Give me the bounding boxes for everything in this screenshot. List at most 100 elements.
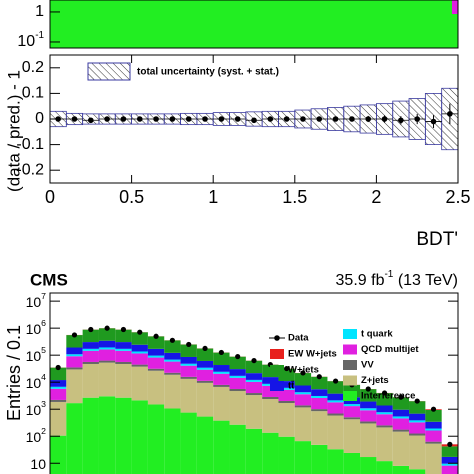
histogram-bar	[196, 382, 214, 417]
histogram-bar	[147, 348, 165, 356]
experiment-label: CMS	[30, 270, 68, 289]
histogram-bar	[327, 415, 344, 450]
data-point	[316, 374, 322, 380]
histogram-bar	[180, 363, 197, 366]
histogram-bar	[50, 399, 67, 402]
histogram-bar	[376, 414, 393, 426]
data-point	[218, 116, 225, 122]
histogram-bar	[164, 374, 181, 409]
histogram-bar	[131, 332, 148, 345]
data-point	[333, 378, 339, 384]
histogram-bar	[147, 368, 165, 371]
histogram-bar	[425, 443, 442, 474]
histogram-bar	[196, 380, 214, 383]
histogram-bar	[409, 435, 426, 470]
histogram-bar	[278, 400, 295, 404]
histogram-bar	[425, 409, 442, 422]
histogram-bar	[311, 411, 328, 445]
data-point	[381, 390, 388, 396]
histogram-bar	[213, 420, 230, 474]
histogram-bar	[82, 350, 99, 362]
histogram-bar	[294, 405, 312, 408]
legend-label: t quark	[361, 329, 393, 340]
histogram-bar	[441, 446, 458, 457]
histogram-bar	[164, 372, 181, 375]
data-point	[267, 116, 274, 122]
tick-exponent: -1	[35, 29, 44, 40]
histogram-bar	[245, 381, 263, 394]
histogram-bar	[343, 452, 361, 474]
histogram-bar	[311, 409, 328, 412]
y-tick-label: 0.1	[22, 85, 44, 102]
stack-fill	[452, 0, 458, 14]
y-tick-label: 10	[30, 456, 46, 472]
x-axis-title: BDT'	[416, 229, 458, 250]
histogram-bar	[115, 342, 132, 349]
histogram-bar	[66, 369, 83, 404]
histogram-bar	[131, 364, 148, 367]
top-panel: 110-1	[17, 3, 60, 50]
histogram-bar	[147, 370, 165, 405]
histogram-bar	[245, 393, 263, 396]
y-tick-label: -0.2	[16, 161, 44, 178]
histogram-bar	[229, 377, 246, 389]
histogram-bar	[50, 380, 67, 387]
histogram-bar	[376, 412, 393, 415]
frame	[49, 0, 459, 49]
data-point	[349, 116, 355, 122]
y-tick-label: 0.2	[22, 59, 44, 76]
histogram-bar	[98, 396, 116, 474]
histogram-bar	[294, 385, 312, 393]
lumi-suffix: (13 TeV)	[393, 272, 458, 289]
histogram-bar	[245, 360, 263, 374]
histogram-bar	[98, 328, 116, 341]
lumi-value: 35.9 fb	[336, 272, 385, 289]
histogram-bar	[327, 400, 344, 403]
data-point	[447, 111, 453, 117]
data-point	[447, 441, 453, 447]
data-point	[365, 116, 372, 122]
histogram-bar	[131, 366, 148, 401]
tick-base: 10	[26, 375, 42, 391]
histogram-bar	[66, 356, 83, 368]
legend-swatch	[343, 360, 357, 370]
histogram-bar	[360, 423, 377, 458]
histogram-bar	[82, 329, 99, 343]
histogram-bar	[278, 389, 295, 401]
data-point	[185, 116, 192, 122]
histogram-bar	[98, 360, 116, 363]
y-tick-label: 107	[26, 291, 47, 310]
tick-exponent: 5	[41, 345, 46, 355]
data-point	[88, 117, 94, 124]
tick-exponent: 2	[41, 426, 46, 436]
histogram-bar	[115, 348, 132, 351]
x-tick-label: 1.5	[282, 187, 307, 207]
histogram-bar	[360, 457, 377, 474]
legend-swatch	[87, 62, 131, 81]
histogram-bar	[180, 376, 197, 379]
histogram-bar	[278, 387, 295, 390]
histogram-bar	[147, 357, 165, 369]
histogram-bar	[164, 340, 181, 353]
histogram-bar	[196, 416, 214, 474]
histogram-bar	[392, 431, 410, 466]
histogram-bar	[196, 367, 214, 370]
histogram-bar	[360, 421, 377, 424]
histogram-bar	[441, 465, 458, 474]
legend-swatch	[343, 344, 357, 355]
histogram-bar	[425, 428, 442, 431]
data-point	[235, 353, 241, 360]
histogram-bar	[213, 386, 230, 421]
legend-swatch	[343, 375, 357, 386]
legend-swatch	[274, 335, 280, 341]
tick-base: 10	[17, 33, 35, 50]
histogram-bar	[66, 347, 83, 355]
histogram-bar	[50, 367, 67, 381]
histogram-bar	[196, 360, 214, 368]
histogram-bar	[180, 412, 197, 474]
histogram-bar	[229, 375, 246, 378]
histogram-bar	[229, 369, 246, 376]
histogram-bar	[343, 404, 361, 407]
histogram-bar	[327, 381, 344, 394]
